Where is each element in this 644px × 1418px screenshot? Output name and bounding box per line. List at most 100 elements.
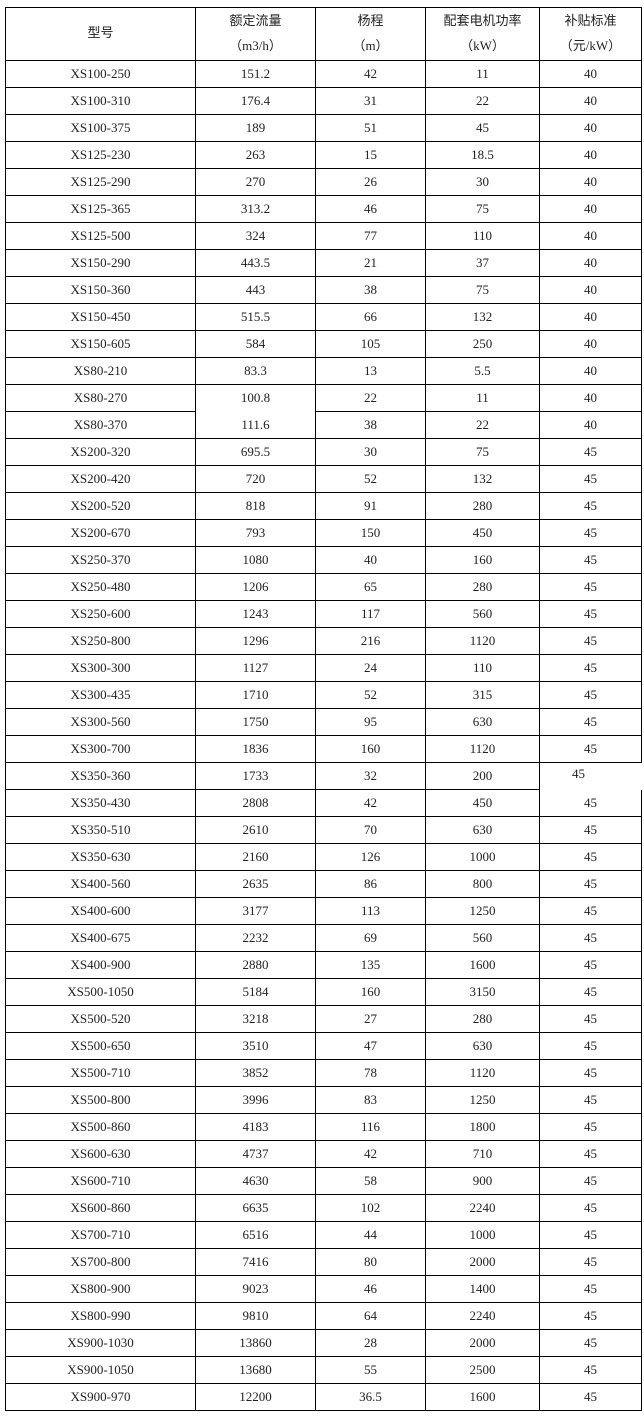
cell-head: 13 xyxy=(315,357,426,385)
cell-head: 42 xyxy=(315,789,426,817)
cell-head: 52 xyxy=(315,681,426,709)
cell-subsidy: 45 xyxy=(539,1167,642,1195)
cell-subsidy: 45 xyxy=(539,654,642,682)
cell-subsidy: 45 xyxy=(539,1032,642,1060)
cell-model: XS80-270 xyxy=(5,384,196,412)
cell-model: XS250-800 xyxy=(5,627,196,655)
cell-power: 1120 xyxy=(425,627,540,655)
cell-subsidy: 45 xyxy=(539,1086,642,1114)
cell-model: XS800-900 xyxy=(5,1275,196,1303)
cell-subsidy: 45 xyxy=(539,681,642,709)
cell-power: 560 xyxy=(425,924,540,952)
cell-model: XS300-435 xyxy=(5,681,196,709)
cell-head: 21 xyxy=(315,249,426,277)
cell-head: 38 xyxy=(315,411,426,439)
cell-subsidy: 45 xyxy=(539,762,642,790)
cell-head: 27 xyxy=(315,1005,426,1033)
cell-flow: 1243 xyxy=(195,600,316,628)
cell-model: XS350-430 xyxy=(5,789,196,817)
cell-subsidy: 45 xyxy=(539,1194,642,1222)
cell-flow: 313.2 xyxy=(195,195,316,223)
cell-head: 80 xyxy=(315,1248,426,1276)
cell-subsidy: 40 xyxy=(539,60,642,88)
table-row: XS200-420 720 52 132 45 xyxy=(5,465,642,493)
cell-flow: 3852 xyxy=(195,1059,316,1087)
cell-head: 42 xyxy=(315,60,426,88)
cell-head: 42 xyxy=(315,1140,426,1168)
cell-model: XS250-370 xyxy=(5,546,196,574)
cell-power: 37 xyxy=(425,249,540,277)
cell-head: 36.5 xyxy=(315,1383,426,1411)
cell-power: 1250 xyxy=(425,1086,540,1114)
cell-flow: 324 xyxy=(195,222,316,250)
cell-head: 46 xyxy=(315,1275,426,1303)
cell-model: XS500-1050 xyxy=(5,978,196,1006)
cell-subsidy: 40 xyxy=(539,276,642,304)
cell-flow: 584 xyxy=(195,330,316,358)
cell-head: 77 xyxy=(315,222,426,250)
cell-flow: 4183 xyxy=(195,1113,316,1141)
cell-power: 800 xyxy=(425,870,540,898)
table-row: XS400-675 2232 69 560 45 xyxy=(5,924,642,952)
table-row: XS150-360 443 38 75 40 xyxy=(5,276,642,304)
cell-power: 280 xyxy=(425,1005,540,1033)
table-row: XS150-605 584 105 250 40 xyxy=(5,330,642,358)
header-unit: （kW） xyxy=(460,38,505,53)
cell-model: XS500-800 xyxy=(5,1086,196,1114)
cell-flow: 3218 xyxy=(195,1005,316,1033)
cell-flow: 6635 xyxy=(195,1194,316,1222)
cell-flow: 443.5 xyxy=(195,249,316,277)
cell-head: 69 xyxy=(315,924,426,952)
cell-model: XS125-290 xyxy=(5,168,196,196)
cell-subsidy: 45 xyxy=(539,870,642,898)
cell-model: XS400-675 xyxy=(5,924,196,952)
table-row: XS125-500 324 77 110 40 xyxy=(5,222,642,250)
table-row: XS600-630 4737 42 710 45 xyxy=(5,1140,642,1168)
cell-power: 1250 xyxy=(425,897,540,925)
cell-subsidy: 40 xyxy=(539,384,642,412)
cell-subsidy: 45 xyxy=(539,843,642,871)
cell-head: 52 xyxy=(315,465,426,493)
cell-head: 216 xyxy=(315,627,426,655)
table-row: XS250-370 1080 40 160 45 xyxy=(5,546,642,574)
header-title: 额定流量 xyxy=(229,14,282,29)
cell-head: 51 xyxy=(315,114,426,142)
cell-model: XS600-860 xyxy=(5,1194,196,1222)
table-row: XS400-600 3177 113 1250 45 xyxy=(5,897,642,925)
table-row: XS250-600 1243 117 560 45 xyxy=(5,600,642,628)
cell-model: XS300-700 xyxy=(5,735,196,763)
cell-power: 315 xyxy=(425,681,540,709)
cell-head: 38 xyxy=(315,276,426,304)
cell-flow: 720 xyxy=(195,465,316,493)
cell-subsidy: 40 xyxy=(539,141,642,169)
cell-subsidy: 40 xyxy=(539,87,642,115)
cell-head: 150 xyxy=(315,519,426,547)
cell-flow: 263 xyxy=(195,141,316,169)
cell-model: XS100-250 xyxy=(5,60,196,88)
cell-power: 250 xyxy=(425,330,540,358)
cell-head: 15 xyxy=(315,141,426,169)
cell-head: 126 xyxy=(315,843,426,871)
cell-subsidy: 45 xyxy=(539,573,642,601)
cell-model: XS100-375 xyxy=(5,114,196,142)
cell-power: 132 xyxy=(425,303,540,331)
cell-model: XS80-370 xyxy=(5,411,196,439)
cell-flow: 2232 xyxy=(195,924,316,952)
cell-power: 18.5 xyxy=(425,141,540,169)
cell-model: XS400-600 xyxy=(5,897,196,925)
cell-model: XS200-520 xyxy=(5,492,196,520)
cell-head: 70 xyxy=(315,816,426,844)
table-row: XS350-360 1733 32 200 45 xyxy=(5,762,642,790)
cell-head: 47 xyxy=(315,1032,426,1060)
cell-flow: 695.5 xyxy=(195,438,316,466)
table-row: XS125-230 263 15 18.5 40 xyxy=(5,141,642,169)
cell-subsidy: 45 xyxy=(539,1356,642,1384)
cell-subsidy: 45 xyxy=(539,1329,642,1357)
cell-model: XS125-500 xyxy=(5,222,196,250)
cell-subsidy: 40 xyxy=(539,249,642,277)
table-row: XS600-860 6635 102 2240 45 xyxy=(5,1194,642,1222)
cell-power: 11 xyxy=(425,60,540,88)
cell-subsidy: 45 xyxy=(539,951,642,979)
cell-head: 65 xyxy=(315,573,426,601)
cell-power: 2240 xyxy=(425,1194,540,1222)
